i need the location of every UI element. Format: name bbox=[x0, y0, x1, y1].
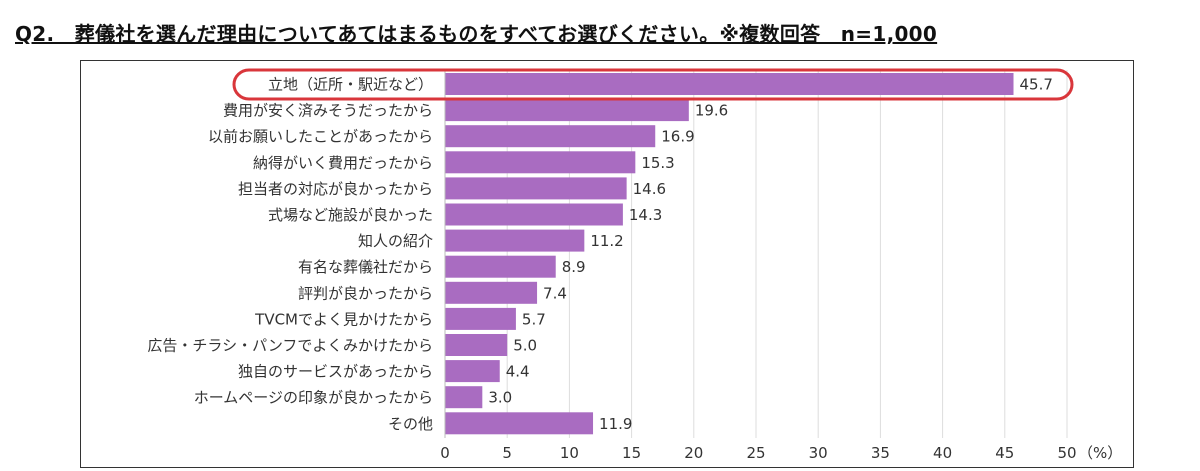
x-tick-label: 35 bbox=[871, 444, 890, 462]
category-label: 有名な葬儀社だから bbox=[298, 258, 433, 276]
category-label: 以前お願いしたことがあったから bbox=[208, 128, 433, 146]
chart-title: Q2. 葬儀社を選んだ理由についてあてはまるものをすべてお選びください。※複数回… bbox=[15, 22, 938, 46]
bar bbox=[445, 281, 538, 304]
data-label: 11.9 bbox=[599, 415, 632, 433]
category-label: 式場など施設が良かった bbox=[268, 206, 433, 224]
bar bbox=[445, 360, 500, 383]
bar bbox=[445, 229, 585, 252]
x-tick-label: 5 bbox=[502, 444, 512, 462]
bar bbox=[445, 334, 508, 356]
highlight-outline bbox=[232, 68, 1074, 101]
x-tick-label: 10 bbox=[560, 444, 579, 462]
bar bbox=[445, 125, 656, 148]
x-tick-label: 0 bbox=[440, 444, 450, 462]
x-tick-label: 45 bbox=[995, 444, 1014, 462]
data-label: 14.3 bbox=[629, 206, 662, 224]
bar bbox=[445, 412, 594, 435]
bar bbox=[445, 307, 516, 330]
x-tick-label: 15 bbox=[622, 444, 641, 462]
category-label: 評判が良かったから bbox=[298, 284, 433, 302]
category-label: 納得がいく費用だったから bbox=[253, 154, 433, 172]
bar bbox=[445, 99, 689, 122]
category-label: TVCMでよく見かけたから bbox=[254, 310, 433, 328]
category-label: 担当者の対応が良かったから bbox=[238, 180, 433, 198]
data-label: 8.9 bbox=[562, 258, 586, 276]
category-label: ホームページの印象が良かったから bbox=[194, 389, 433, 407]
x-tick-label: 25 bbox=[746, 444, 765, 462]
bar bbox=[445, 386, 483, 409]
data-label: 3.0 bbox=[488, 389, 512, 407]
category-label: 知人の紹介 bbox=[358, 232, 433, 250]
data-label: 5.0 bbox=[513, 337, 537, 355]
bar bbox=[445, 73, 1014, 95]
category-label: 独自のサービスがあったから bbox=[238, 363, 433, 381]
data-label: 11.2 bbox=[590, 232, 623, 250]
x-tick-label: 20 bbox=[684, 444, 703, 462]
x-axis-unit: （%） bbox=[1078, 444, 1122, 462]
data-label: 7.4 bbox=[543, 284, 567, 302]
data-label: 19.6 bbox=[695, 102, 728, 120]
category-label: その他 bbox=[388, 415, 433, 433]
data-label: 4.4 bbox=[506, 363, 530, 381]
data-label: 45.7 bbox=[1020, 76, 1053, 94]
bar bbox=[445, 151, 636, 174]
bar bbox=[445, 255, 556, 278]
bar bbox=[445, 177, 627, 200]
data-label: 5.7 bbox=[522, 310, 546, 328]
x-tick-label: 30 bbox=[809, 444, 828, 462]
data-label: 15.3 bbox=[641, 154, 674, 172]
category-label: 費用が安く済みそうだったから bbox=[223, 102, 433, 120]
data-label: 16.9 bbox=[661, 128, 694, 146]
bar bbox=[445, 203, 623, 226]
category-label: 立地（近所・駅近など） bbox=[268, 76, 433, 94]
x-tick-label: 50 bbox=[1057, 444, 1076, 462]
x-tick-label: 40 bbox=[933, 444, 952, 462]
chart-frame bbox=[80, 60, 1134, 468]
category-label: 広告・チラシ・パンフでよくみかけたから bbox=[147, 337, 433, 355]
data-label: 14.6 bbox=[633, 180, 666, 198]
